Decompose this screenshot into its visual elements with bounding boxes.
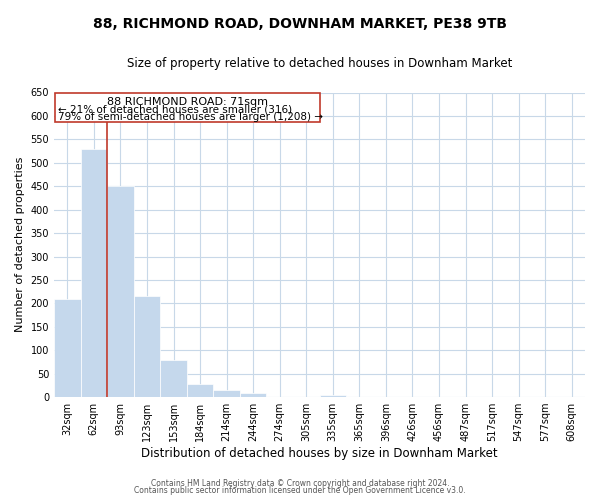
FancyBboxPatch shape [55, 94, 320, 122]
Text: 79% of semi-detached houses are larger (1,208) →: 79% of semi-detached houses are larger (… [58, 112, 323, 122]
Bar [54, 298, 80, 397]
Text: ← 21% of detached houses are smaller (316): ← 21% of detached houses are smaller (31… [58, 104, 292, 115]
Bar [240, 394, 266, 397]
Bar [107, 186, 134, 397]
Bar [320, 394, 346, 397]
Text: 88 RICHMOND ROAD: 71sqm: 88 RICHMOND ROAD: 71sqm [107, 97, 268, 107]
Bar [134, 296, 160, 397]
X-axis label: Distribution of detached houses by size in Downham Market: Distribution of detached houses by size … [141, 447, 498, 460]
Bar [214, 390, 240, 397]
Title: Size of property relative to detached houses in Downham Market: Size of property relative to detached ho… [127, 58, 512, 70]
Text: Contains public sector information licensed under the Open Government Licence v3: Contains public sector information licen… [134, 486, 466, 495]
Bar [80, 148, 107, 397]
Y-axis label: Number of detached properties: Number of detached properties [15, 157, 25, 332]
Bar [160, 360, 187, 397]
Text: Contains HM Land Registry data © Crown copyright and database right 2024.: Contains HM Land Registry data © Crown c… [151, 478, 449, 488]
Bar [187, 384, 214, 397]
Text: 88, RICHMOND ROAD, DOWNHAM MARKET, PE38 9TB: 88, RICHMOND ROAD, DOWNHAM MARKET, PE38 … [93, 18, 507, 32]
